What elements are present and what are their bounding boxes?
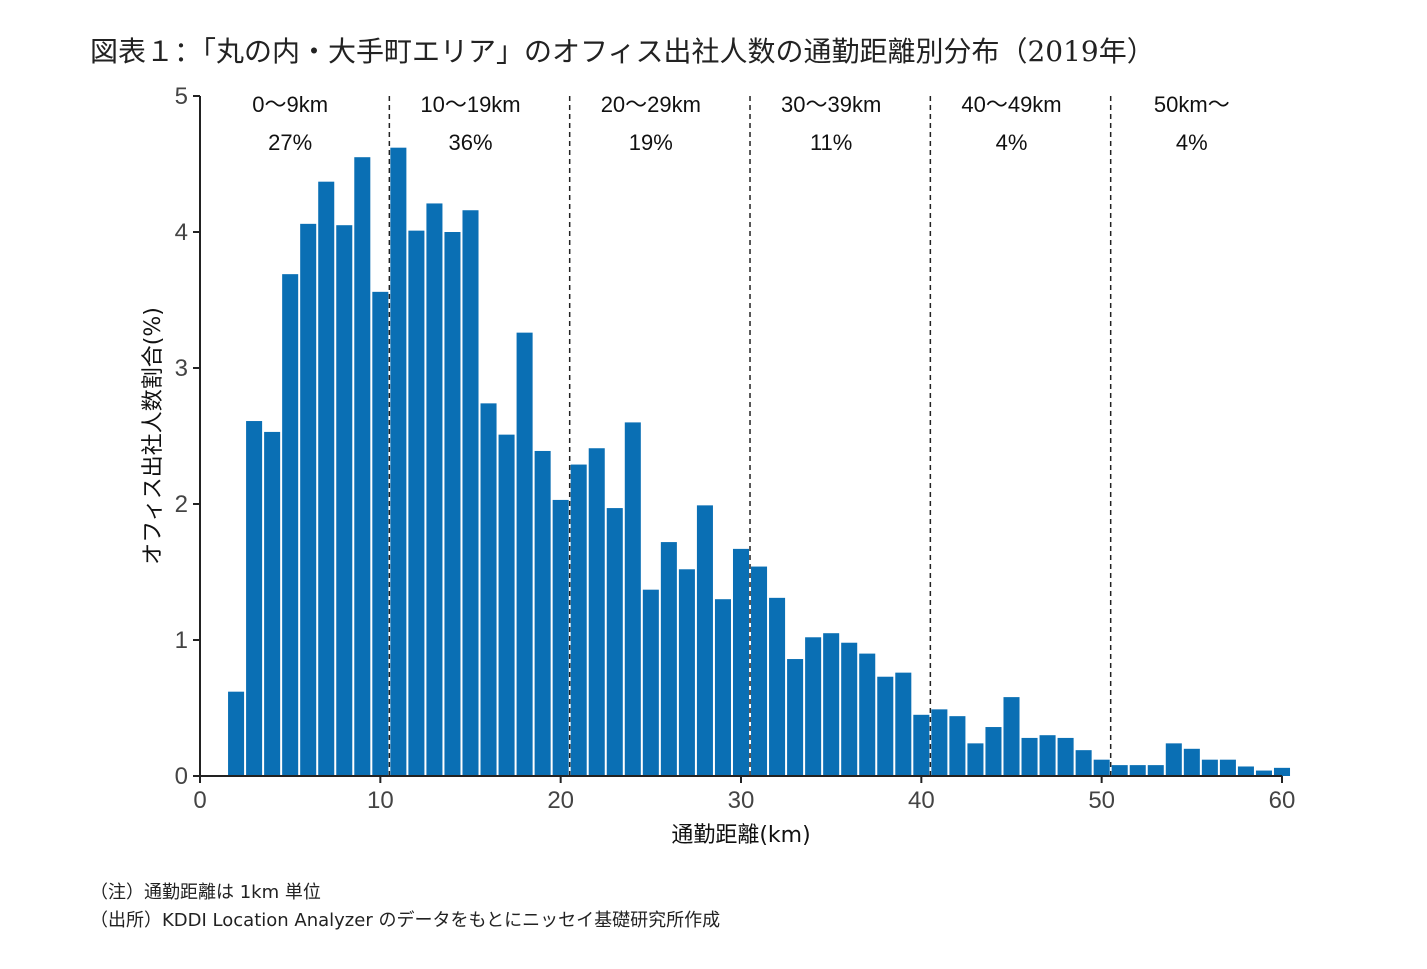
range-label: 40～49km [961,92,1061,117]
bar [642,589,659,776]
bar [769,597,786,776]
bar [931,709,948,776]
x-tick-label: 20 [547,787,574,814]
range-label: 50km～ [1154,92,1230,117]
bar [246,421,263,776]
x-tick-label: 0 [193,787,206,814]
y-tick-label: 4 [175,219,188,246]
range-share: 36% [448,130,492,155]
histogram-chart: 0 1 2 3 4 5 0 10 20 30 40 50 60 0～9km 27% 10～19km 36% 2… [141,83,1295,848]
bar [606,508,623,776]
bar [787,659,804,776]
footnote-source: （出所）KDDI Location Analyzer のデータをもとにニッセイ基… [90,910,721,931]
bar [1147,765,1164,776]
bar [751,566,768,776]
x-tick-label: 50 [1088,787,1115,814]
bar [913,714,930,776]
bar [841,642,858,776]
range-label-group: 0～9km 27% 10～19km 36% 20～29km 19% 30～39km 11% 40… [252,92,1229,155]
bar [823,633,840,776]
bar [1273,767,1291,776]
bar [877,676,894,776]
range-share: 4% [996,130,1028,155]
x-axis-title: 通勤距離(km) [671,823,810,848]
bar [426,203,443,776]
bar [1183,748,1200,776]
bar [336,225,353,776]
bar [985,727,1002,776]
bar [1021,737,1038,776]
bar [264,431,281,776]
bar [534,450,551,776]
range-share: 27% [268,130,312,155]
bar [805,637,822,776]
bar [408,230,425,776]
bar [1165,743,1182,776]
footnote-note: （注）通勤距離は 1km 単位 [90,882,321,903]
x-tick-label: 10 [367,787,394,814]
y-tick-group: 0 1 2 3 4 5 [175,83,200,790]
bar [354,157,371,776]
bar [516,332,533,776]
bar [1111,765,1128,776]
bar [678,569,695,776]
bar [859,653,876,776]
bar [462,210,479,777]
bar [1237,766,1254,776]
bar-group [228,147,1291,777]
range-share: 11% [810,130,852,155]
range-label: 20～29km [601,92,701,117]
range-share: 4% [1176,130,1208,155]
bar [732,548,750,776]
y-axis-title: オフィス出社人数割合(%) [141,307,166,565]
range-label: 0～9km [252,92,328,117]
range-label: 30～39km [781,92,881,117]
bar [1201,759,1218,776]
y-tick-label: 3 [175,355,188,382]
bar [1057,737,1074,776]
x-tick-label: 60 [1269,787,1296,814]
y-tick-label: 1 [175,627,188,654]
bar [696,505,713,776]
bar [480,403,497,776]
y-tick-label: 0 [175,763,188,790]
bar [588,448,605,776]
bar [372,291,389,776]
divider-group [388,96,1112,776]
bar [624,422,641,776]
bar [282,274,299,776]
bar [895,672,912,776]
bar [444,232,461,776]
x-tick-label: 40 [908,787,935,814]
y-tick-label: 5 [175,83,188,110]
bar [967,743,984,776]
bar [300,223,317,777]
bar [552,499,569,776]
bar [1093,759,1110,776]
x-tick-label: 30 [728,787,755,814]
bar [1003,697,1020,776]
bar [1039,735,1056,776]
range-label: 10～19km [420,92,520,117]
bar [228,691,245,776]
bar [1255,770,1272,776]
chart-title: 図表１：「丸の内・大手町エリア」のオフィス出社人数の通勤距離別分布（2019年） [90,35,1155,68]
bar [949,716,966,776]
bar [1129,765,1146,776]
bar [1219,759,1236,776]
bar [1075,750,1092,776]
bar [660,542,677,776]
bar [714,599,731,776]
bar [390,147,407,776]
range-share: 19% [629,130,673,155]
bar [570,464,587,776]
bar [498,434,515,776]
bar [318,181,335,776]
y-tick-label: 2 [175,491,188,518]
x-tick-group: 0 10 20 30 40 50 60 [193,776,1295,814]
